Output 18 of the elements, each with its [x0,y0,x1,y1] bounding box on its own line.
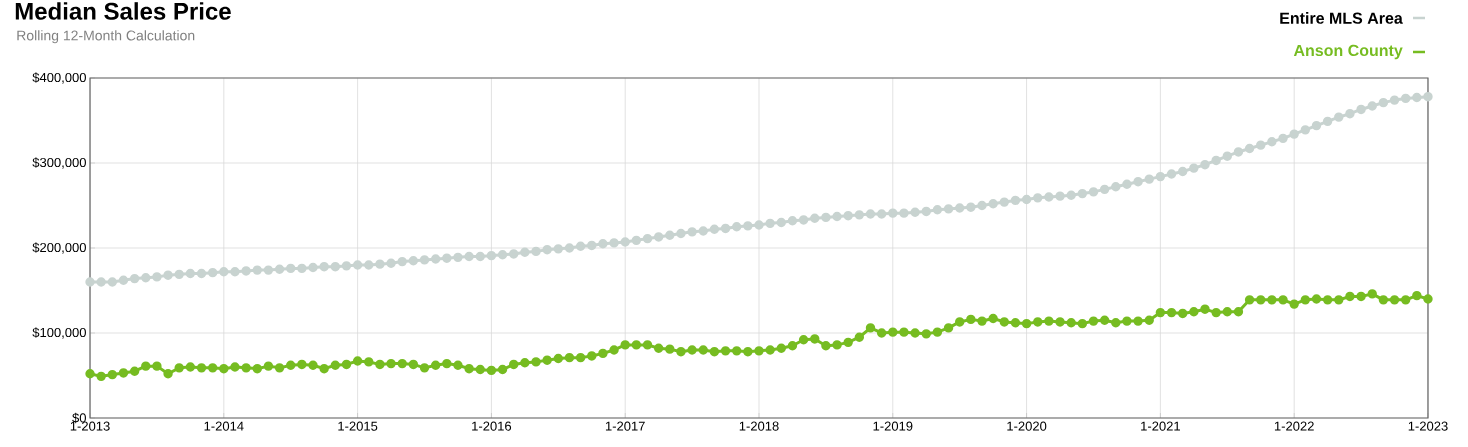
x-tick-label: 1-2022 [1274,421,1314,431]
chart-title: Median Sales Price [15,2,231,20]
x-tick-label: 1-2018 [739,421,779,431]
x-tick-label: 1-2021 [1141,421,1180,431]
x-tick-label: 1-2015 [338,421,378,431]
x-tick-label: 1-2016 [472,421,512,431]
y-tick-label: $100,000 [32,327,86,339]
x-tick-label: 1-2017 [605,421,645,431]
legend-label: Entire MLS Area [1280,12,1403,24]
y-tick-label: $400,000 [32,72,86,84]
chart-subtitle: Rolling 12-Month Calculation [17,30,195,44]
y-tick-label: $300,000 [32,157,86,169]
x-tick-label: 1-2019 [873,421,913,431]
legend-label: Anson County [1293,44,1403,60]
y-tick-label: $200,000 [32,242,86,254]
x-tick-label: 1-2020 [1007,421,1047,431]
x-tick-label: 1-2014 [204,421,244,431]
x-tick-label: 1-2023 [1408,421,1448,431]
